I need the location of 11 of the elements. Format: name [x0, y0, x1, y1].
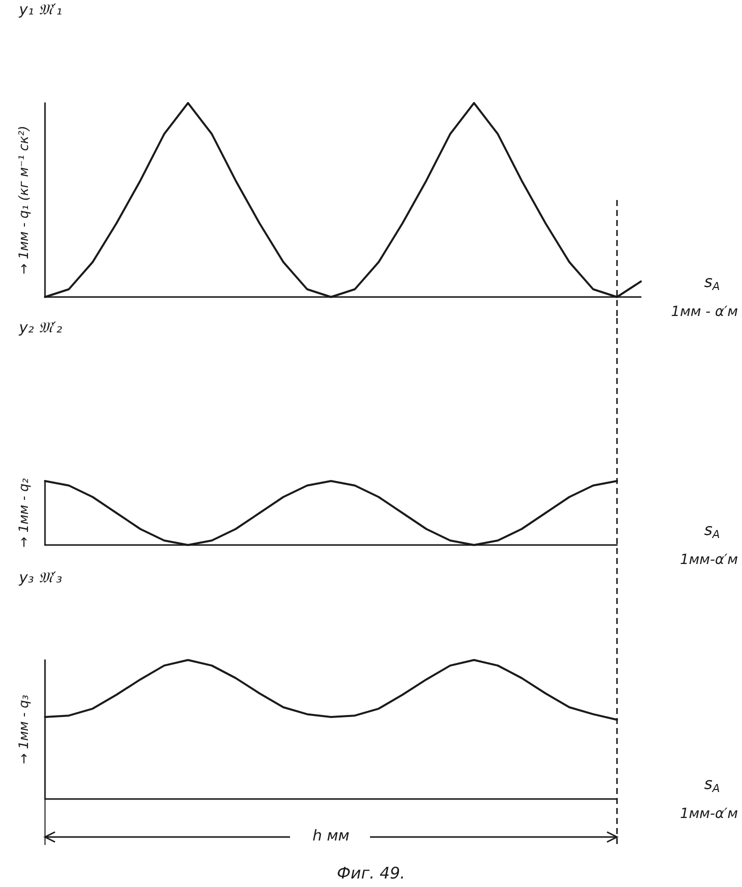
text: 1мм - α′м [671, 304, 738, 320]
text: y₃ 𝔐′₃ [18, 568, 62, 586]
y-axis-title: → 1мм - q₃ [17, 694, 32, 764]
text: Фиг. 49. [336, 864, 406, 882]
text: y₁ 𝔐′₁ [18, 0, 62, 18]
y-axis-title: → 1мм - q₂ [17, 478, 32, 548]
text: 1мм-α′м [680, 806, 738, 822]
text: y₂ 𝔐′₂ [18, 318, 62, 336]
text: h мм [312, 826, 350, 844]
text: 1мм-α′м [680, 552, 738, 568]
y-axis-title: → 1мм - q₁ (кг м⁻¹ ск²) [17, 126, 32, 274]
